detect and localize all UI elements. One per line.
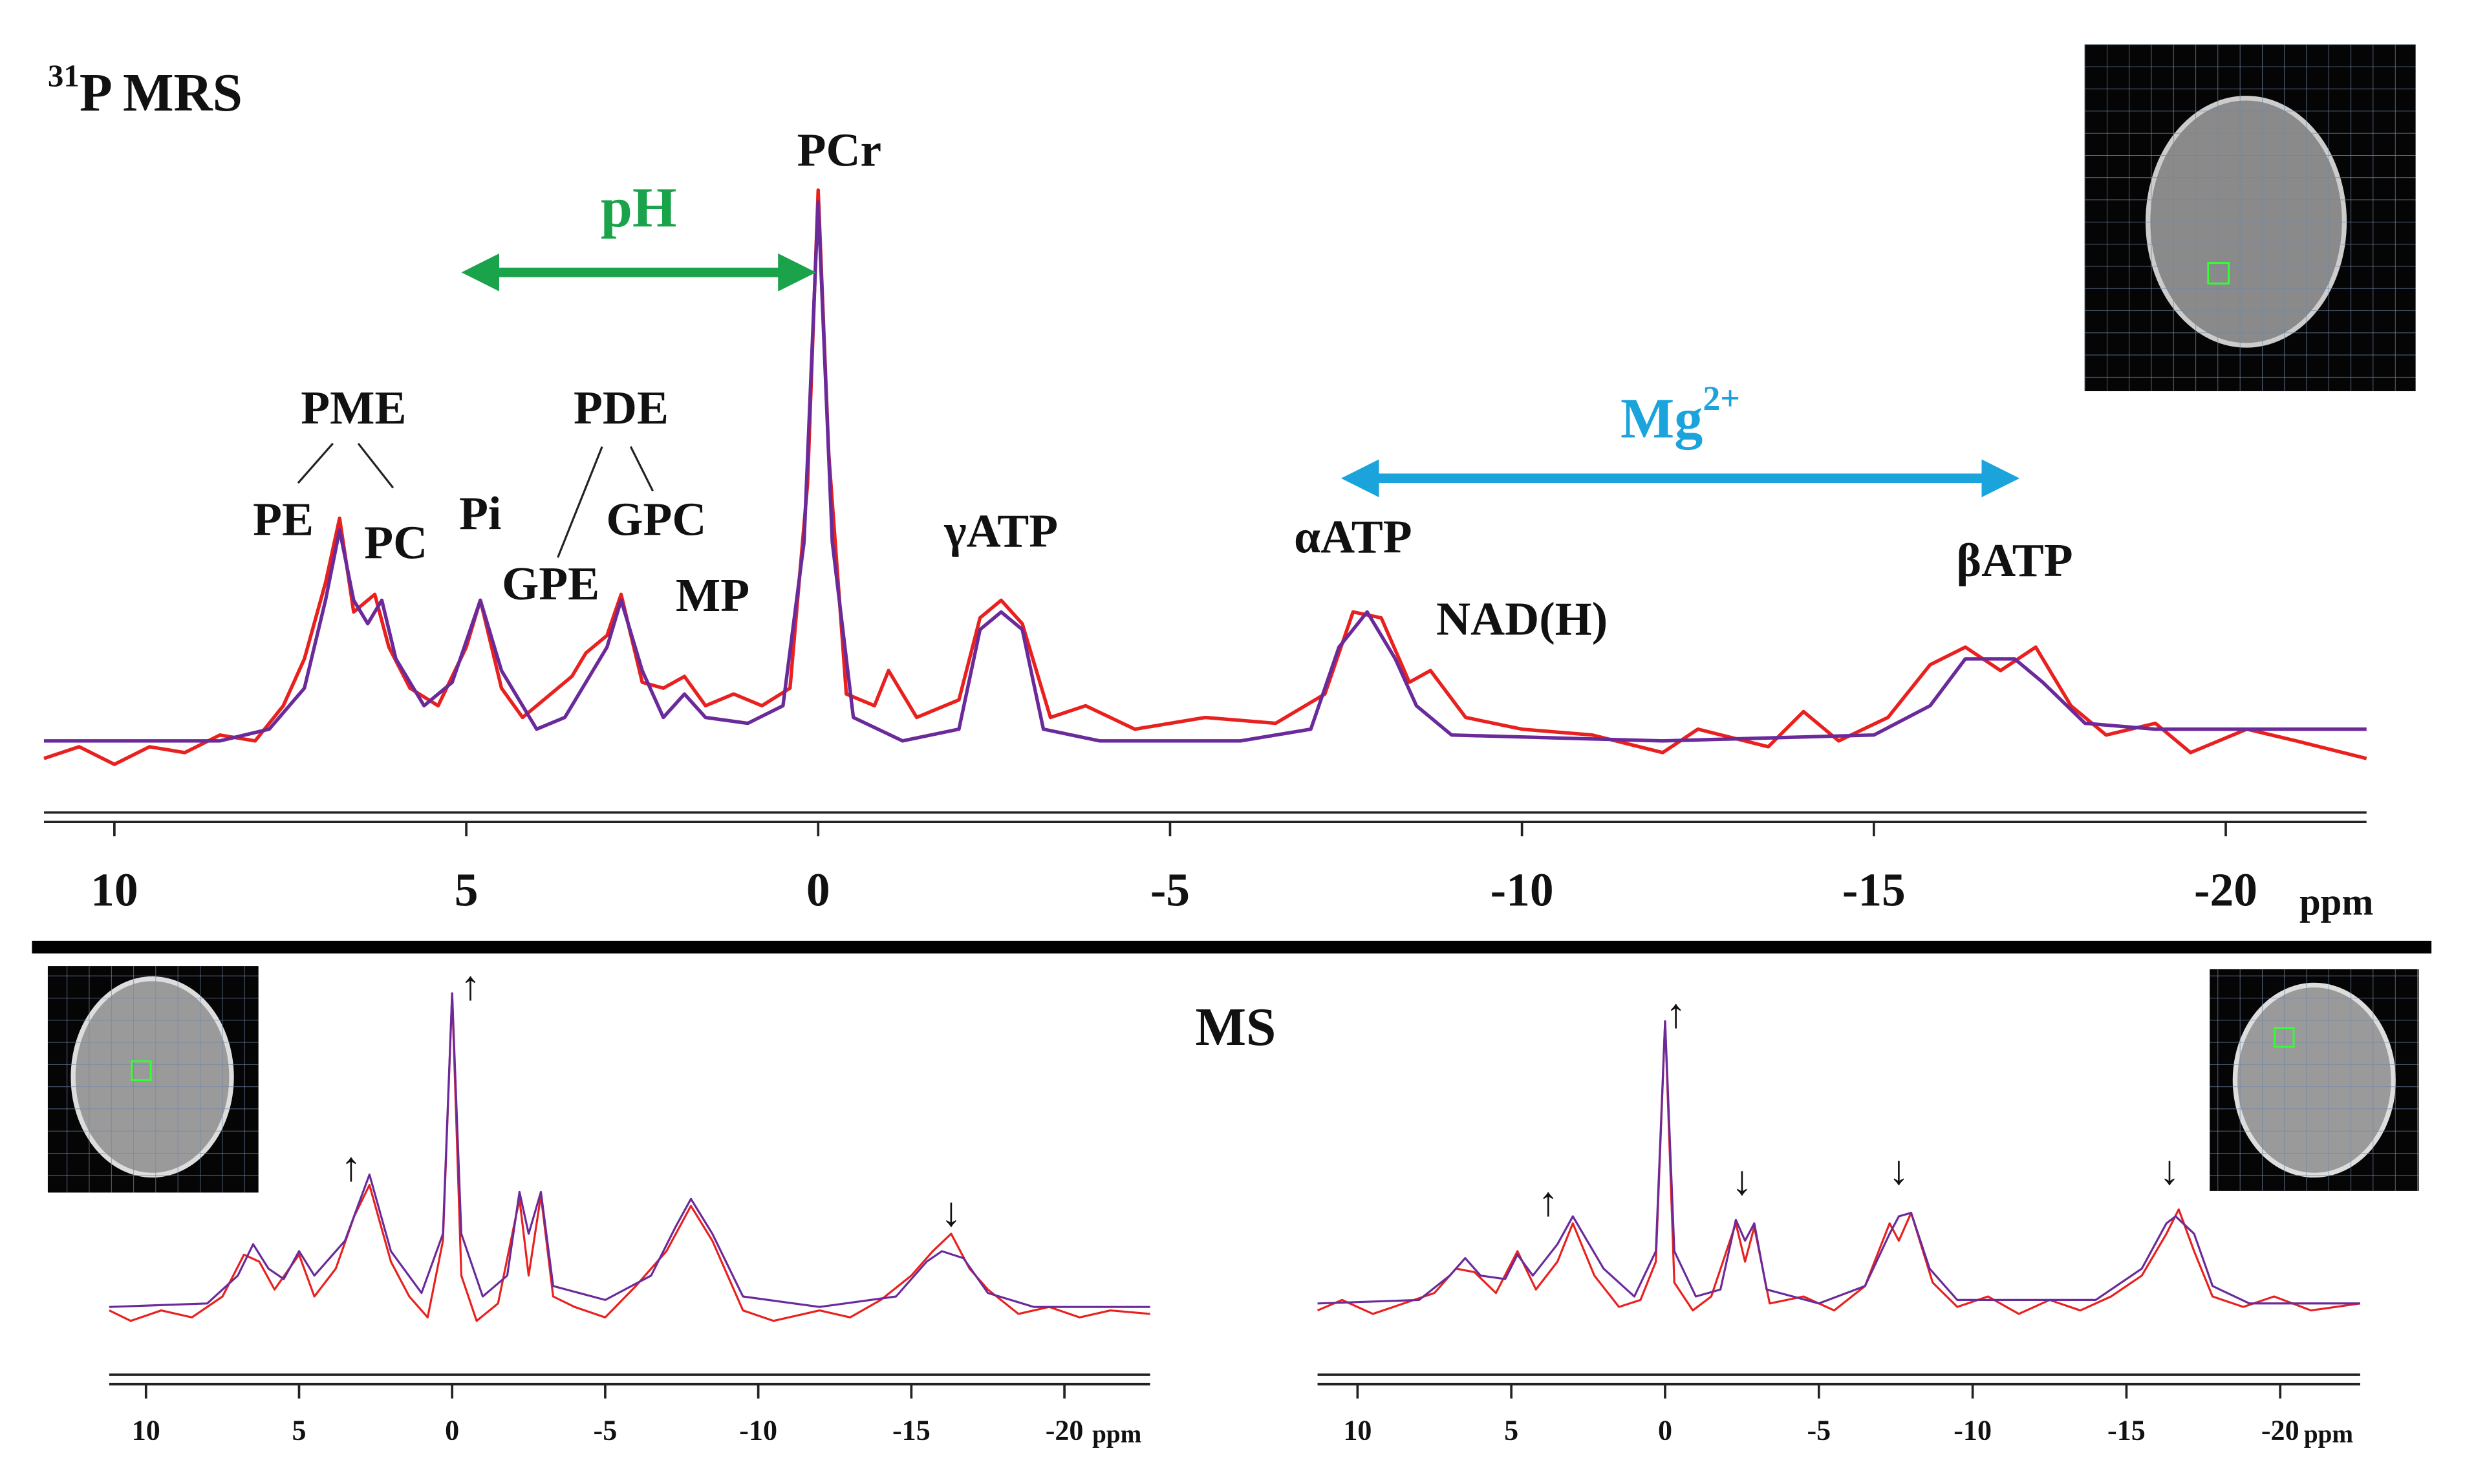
x-tick-label: -5 [594,1415,618,1446]
x-tick-label: 0 [1658,1415,1672,1446]
title-superscript: 31 [48,58,80,94]
spectrum-line [44,200,2367,743]
spectrum-line [1317,1020,2361,1315]
peak-label: PC [364,517,427,569]
x-tick-label: -20 [1046,1415,1084,1446]
mri-inset [2210,969,2419,1191]
chart-title: 31P MRS [48,58,242,123]
label-connectors [297,442,654,558]
mri-inset [47,966,259,1193]
peak-label: Pi [459,487,501,539]
x-axis-label: ppm [2304,1421,2353,1448]
x-tick-label: -10 [1954,1415,1992,1446]
peak-label: PME [301,382,406,434]
peak-label: ↓ [1889,1147,1910,1193]
spectrum-line [43,188,2367,766]
title-text: P MRS [80,63,242,123]
x-tick-label: -10 [1491,864,1554,916]
peak-label: ↑ [341,1144,361,1190]
x-axis-label: ppm [1092,1421,1141,1448]
peak-label: ↓ [941,1189,962,1235]
peak-label: βATP [1956,534,2072,586]
x-tick-label: -20 [2194,864,2257,916]
peak-label: PE [253,493,314,545]
range-label-text: Mg [1620,387,1703,451]
peak-label: ↑ [1538,1179,1558,1225]
peak-label: MP [676,569,749,621]
peak-label: αATP [1294,511,1412,563]
x-tick-label: -5 [1150,864,1190,916]
spectrum-line [1317,1020,2360,1305]
range-label-text: pH [601,177,677,240]
x-tick-label: -15 [892,1415,931,1446]
x-tick-label: 10 [91,864,138,916]
x-axis-label: ppm [2299,881,2373,923]
spectrum-line [109,992,1150,1308]
range-label: Mg2+ [1620,379,1740,450]
x-tick-label: 0 [445,1415,459,1446]
x-tick-label: -20 [2261,1415,2299,1446]
x-tick-label: 5 [292,1415,306,1446]
peak-label: ↑ [1666,991,1686,1037]
x-tick-label: -15 [2107,1415,2146,1446]
x-tick-label: 5 [1504,1415,1518,1446]
range-label-superscript: 2+ [1703,379,1740,418]
x-tick-label: 10 [132,1415,160,1446]
peak-label: ↓ [1732,1157,1752,1203]
panel-title: MS [1195,998,1276,1057]
peak-label: ↓ [2159,1147,2180,1193]
peak-label: ↑ [460,962,481,1008]
x-tick-label: -15 [1842,864,1906,916]
peak-label: γATP [943,504,1058,557]
range-label: pH [601,177,677,240]
mri-inset [2084,44,2416,391]
x-tick-label: -10 [739,1415,777,1446]
x-tick-label: 0 [806,864,830,916]
spectrum-line [109,992,1150,1322]
peak-label: PDE [574,382,669,434]
peak-label: GPC [606,493,706,545]
x-tick-label: -5 [1807,1415,1831,1446]
x-tick-label: 10 [1343,1415,1372,1446]
x-tick-label: 5 [455,864,479,916]
peak-label: PCr [797,124,882,176]
peak-label: NAD(H) [1436,592,1608,645]
peak-label: GPE [502,557,599,610]
